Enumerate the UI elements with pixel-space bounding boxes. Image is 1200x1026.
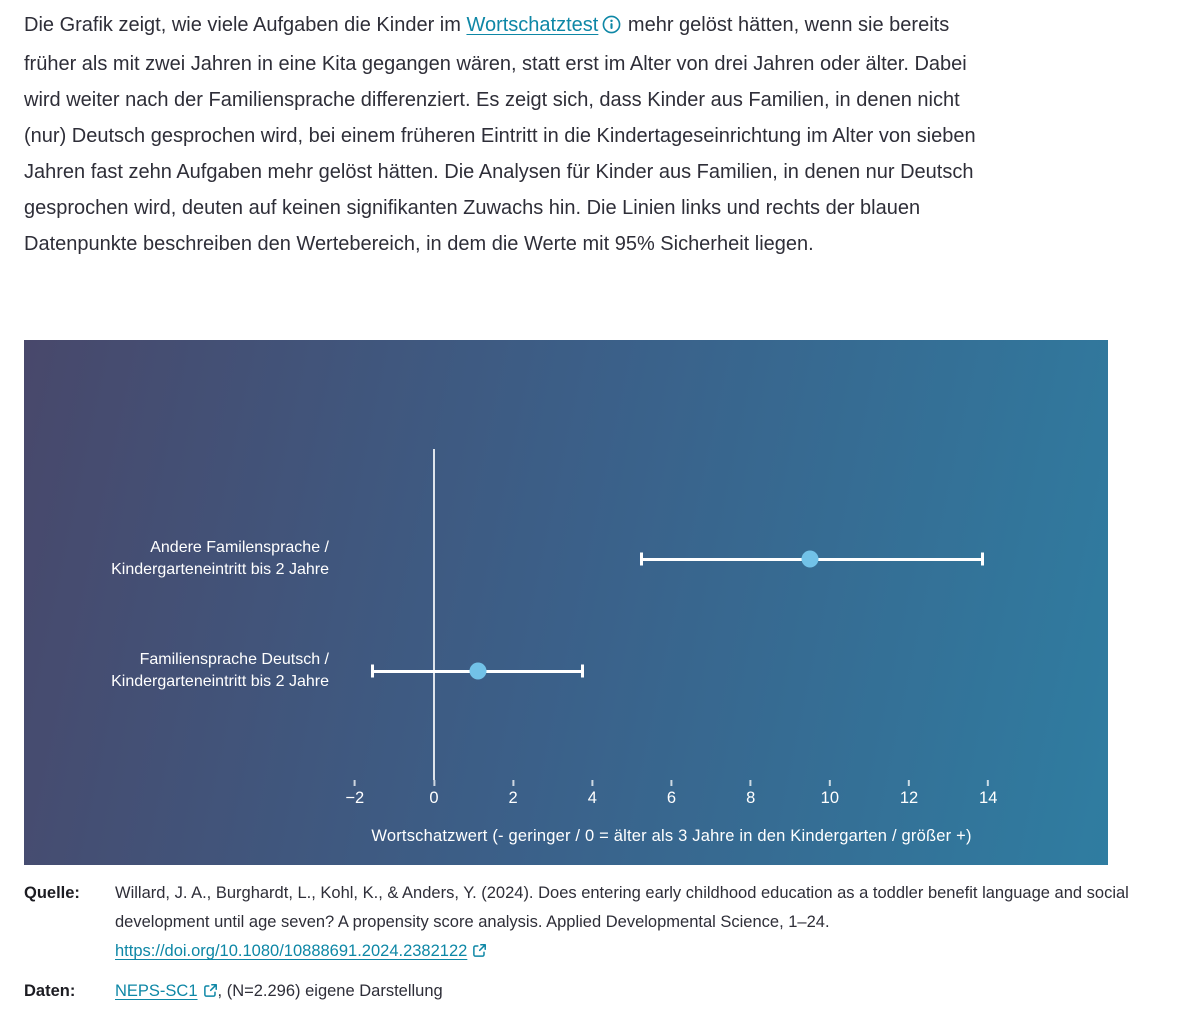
quelle-label: Quelle:: [24, 884, 80, 902]
x-tick: 4: [588, 780, 597, 808]
tick-mark: [828, 780, 831, 786]
data-point: [801, 550, 819, 568]
quelle-row: Quelle: Willard, J. A., Burghardt, L., K…: [24, 879, 1186, 968]
wortschatztest-link[interactable]: Wortschatztest: [466, 14, 599, 36]
x-tick: 0: [429, 780, 439, 808]
tick-label: 12: [899, 789, 919, 807]
daten-row: Daten: NEPS-SC1 , (N=2.296) eigene Darste…: [24, 977, 1186, 1008]
daten-label: Daten:: [24, 982, 76, 1000]
intro-text-before: Die Grafik zeigt, wie viele Aufgaben die…: [24, 14, 467, 36]
plot-area: [335, 449, 1008, 780]
tick-label: 10: [820, 789, 840, 807]
x-tick: 8: [746, 780, 755, 808]
doi-link[interactable]: https://doi.org/10.1080/10888691.2024.23…: [115, 942, 468, 960]
tick-mark: [670, 780, 673, 786]
neps-link[interactable]: NEPS-SC1: [115, 982, 198, 1000]
tick-label: −2: [345, 789, 365, 807]
tick-label: 4: [587, 789, 597, 807]
category-label-line: Familiensprache Deutsch /: [139, 651, 329, 668]
x-tick: −2: [345, 780, 364, 808]
info-icon[interactable]: [602, 10, 621, 46]
tick-mark: [908, 780, 911, 786]
category-label-familiensprache-deutsch: Familiensprache Deutsch / Kindergartenei…: [24, 649, 329, 693]
external-link-icon: [472, 939, 487, 968]
source-section: Quelle: Willard, J. A., Burghardt, L., K…: [24, 879, 1186, 1017]
x-axis: −2 0 2 4 6 8 10 12 14: [335, 780, 1008, 820]
daten-content: NEPS-SC1 , (N=2.296) eigene Darstellung: [115, 977, 1186, 1008]
tick-mark: [749, 780, 752, 786]
intro-text-after: mehr gelöst hätten, wenn sie bereits frü…: [24, 14, 976, 255]
tick-label: 0: [429, 789, 439, 807]
x-tick: 14: [979, 780, 997, 808]
category-label-andere-familiensprache: Andere Familensprache / Kindergarteneint…: [24, 537, 329, 581]
x-tick: 6: [667, 780, 676, 808]
data-point: [469, 662, 486, 680]
external-link-icon: [203, 979, 218, 1008]
citation-text: Willard, J. A., Burghardt, L., Kohl, K.,…: [115, 884, 1129, 931]
tick-label: 14: [979, 789, 998, 807]
intro-paragraph: Die Grafik zeigt, wie viele Aufgaben die…: [24, 7, 980, 262]
x-axis-label: Wortschatzwert (- geringer / 0 = älter a…: [371, 827, 972, 845]
x-tick: 12: [900, 780, 918, 808]
citation: Willard, J. A., Burghardt, L., Kohl, K.,…: [115, 879, 1186, 968]
tick-mark: [512, 780, 515, 786]
daten-text: , (N=2.296) eigene Darstellung: [217, 982, 443, 1000]
tick-label: 2: [508, 789, 518, 807]
category-label-line: Andere Familensprache /: [150, 539, 329, 556]
tick-mark: [432, 780, 435, 786]
tick-label: 6: [666, 789, 677, 807]
tick-label: 8: [746, 789, 756, 807]
tick-mark: [353, 780, 356, 786]
x-tick: 2: [509, 780, 518, 808]
tick-mark: [591, 780, 594, 786]
tick-mark: [987, 780, 990, 786]
category-label-line: Kindergarteneintritt bis 2 Jahre: [111, 561, 329, 578]
x-tick: 10: [821, 780, 839, 808]
zero-line: [432, 449, 435, 780]
chart-container: Andere Familensprache / Kindergarteneint…: [24, 340, 1108, 865]
category-label-line: Kindergarteneintritt bis 2 Jahre: [111, 673, 329, 690]
